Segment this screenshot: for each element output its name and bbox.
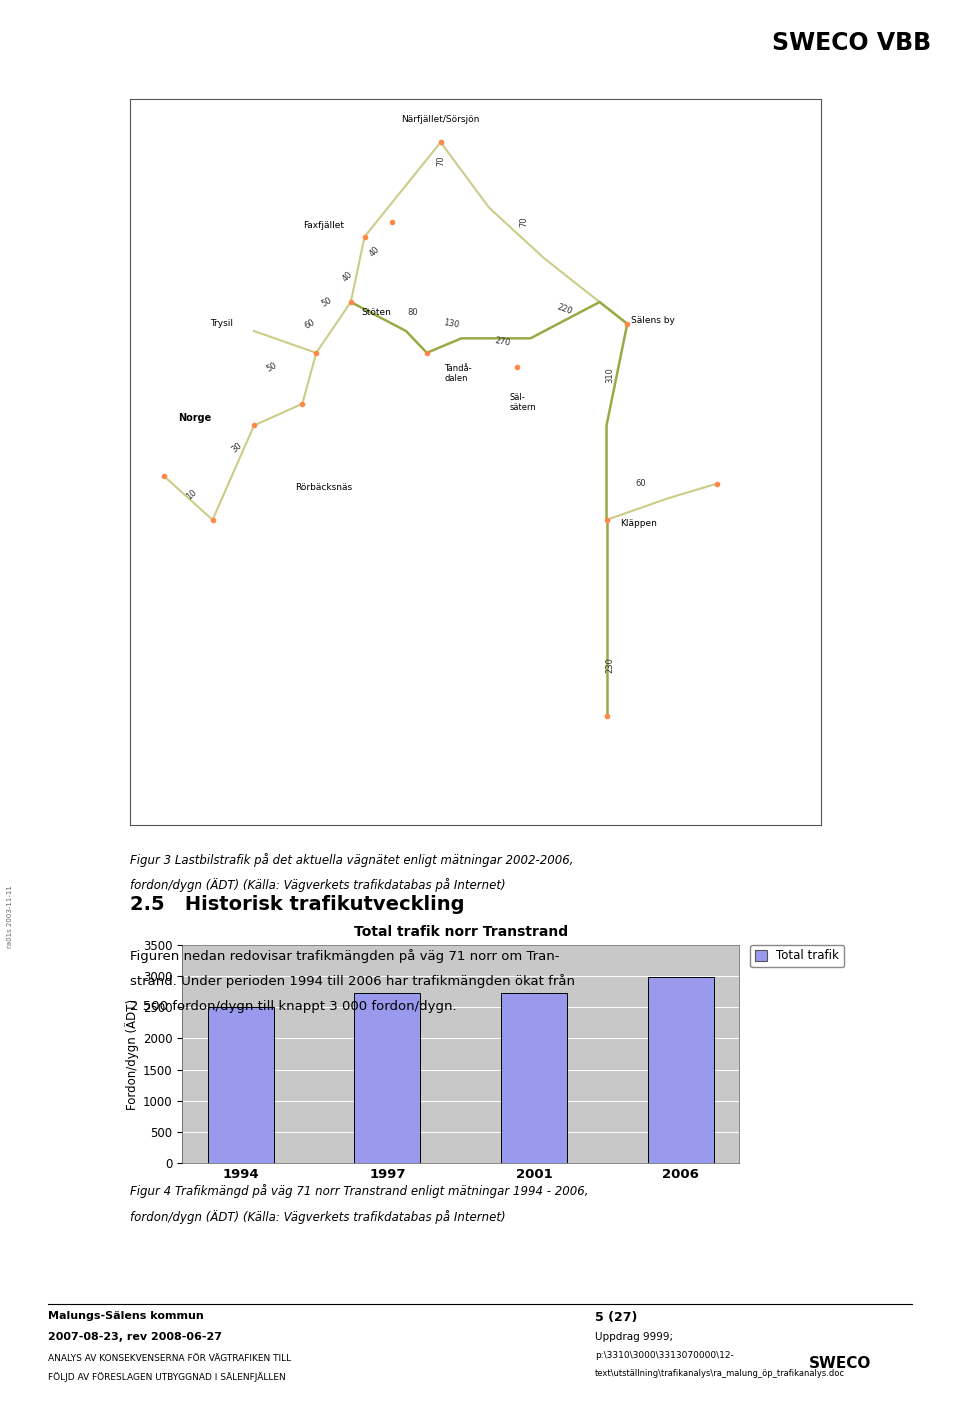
Text: fordon/dygn (ÄDT) (Källa: Vägverkets trafikdatabas på Internet): fordon/dygn (ÄDT) (Källa: Vägverkets tra…: [130, 1210, 505, 1224]
Text: text\utställning\trafikanalys\ra_malung_öp_trafikanalys.doc: text\utställning\trafikanalys\ra_malung_…: [595, 1369, 845, 1378]
Text: 310: 310: [606, 367, 614, 382]
Title: Total trafik norr Transtrand: Total trafik norr Transtrand: [353, 925, 568, 939]
Text: 70: 70: [436, 155, 445, 166]
Text: 2 500 fordon/dygn till knappt 3 000 fordon/dygn.: 2 500 fordon/dygn till knappt 3 000 ford…: [130, 1000, 456, 1012]
Legend: Total trafik: Total trafik: [751, 945, 844, 967]
Text: 2007-08-23, rev 2008-06-27: 2007-08-23, rev 2008-06-27: [48, 1332, 222, 1342]
Text: SWECO: SWECO: [809, 1355, 871, 1371]
Text: Tandå-
dalen: Tandå- dalen: [444, 364, 471, 384]
Text: 50: 50: [320, 296, 333, 309]
Text: 40: 40: [341, 269, 354, 283]
Y-axis label: Fordon/dygn (ÄDT): Fordon/dygn (ÄDT): [125, 998, 139, 1110]
Text: fordon/dygn (ÄDT) (Källa: Vägverkets trafikdatabas på Internet): fordon/dygn (ÄDT) (Källa: Vägverkets tra…: [130, 878, 505, 893]
Text: Faxfjället: Faxfjället: [302, 221, 344, 230]
Text: 230: 230: [606, 657, 614, 673]
Text: FÖLJD AV FÖRESLAGEN UTBYGGNAD I SÄLENFJÄLLEN: FÖLJD AV FÖRESLAGEN UTBYGGNAD I SÄLENFJÄ…: [48, 1372, 286, 1382]
Text: Kläppen: Kläppen: [620, 519, 658, 527]
Text: Närfjället/Sörsjön: Närfjället/Sörsjön: [401, 116, 480, 124]
Bar: [354, 994, 420, 1163]
Text: Trysil: Trysil: [210, 319, 233, 329]
Text: ra01s 2003-11-11: ra01s 2003-11-11: [7, 885, 12, 948]
Text: Uppdrag 9999;: Uppdrag 9999;: [595, 1332, 673, 1342]
Text: 60: 60: [636, 479, 646, 488]
Text: 5 (27): 5 (27): [595, 1311, 637, 1324]
Text: 2.5   Historisk trafikutveckling: 2.5 Historisk trafikutveckling: [130, 895, 464, 914]
Text: Figur 4 Trafikmängd på väg 71 norr Transtrand enligt mätningar 1994 - 2006,: Figur 4 Trafikmängd på väg 71 norr Trans…: [130, 1184, 588, 1198]
Text: 30: 30: [229, 440, 244, 454]
Text: 60: 60: [302, 317, 316, 330]
Text: 40: 40: [368, 244, 382, 258]
Text: strand. Under perioden 1994 till 2006 har trafikmängden ökat från: strand. Under perioden 1994 till 2006 ha…: [130, 974, 575, 988]
Text: Norge: Norge: [178, 413, 211, 423]
Text: ANALYS AV KONSEKVENSERNA FÖR VÄGTRAFIKEN TILL: ANALYS AV KONSEKVENSERNA FÖR VÄGTRAFIKEN…: [48, 1354, 291, 1362]
Text: Rörbäcksnäs: Rörbäcksnäs: [296, 482, 352, 492]
Text: Malungs-Sälens kommun: Malungs-Sälens kommun: [48, 1311, 204, 1321]
Text: 70: 70: [519, 217, 528, 227]
Text: Figur 3 Lastbilstrafik på det aktuella vägnätet enligt mätningar 2002-2006,: Figur 3 Lastbilstrafik på det aktuella v…: [130, 853, 573, 867]
Text: Sälens by: Sälens by: [631, 316, 675, 324]
Bar: [648, 977, 714, 1163]
Text: p:\3310\3000\3313070000\12-: p:\3310\3000\3313070000\12-: [595, 1351, 734, 1359]
Bar: [501, 994, 567, 1163]
Text: SWECO VBB: SWECO VBB: [772, 31, 931, 55]
Text: 50: 50: [265, 361, 278, 374]
Text: Stöten: Stöten: [361, 309, 391, 317]
Text: Figuren nedan redovisar trafikmängden på väg 71 norr om Tran-: Figuren nedan redovisar trafikmängden på…: [130, 949, 559, 963]
Text: 220: 220: [556, 302, 574, 316]
Text: 10: 10: [185, 488, 199, 502]
Bar: [207, 1007, 274, 1163]
Text: Säl-
sätern: Säl- sätern: [510, 393, 537, 412]
Text: 80: 80: [408, 309, 419, 317]
Text: 130: 130: [443, 319, 460, 330]
Text: 270: 270: [494, 336, 512, 348]
